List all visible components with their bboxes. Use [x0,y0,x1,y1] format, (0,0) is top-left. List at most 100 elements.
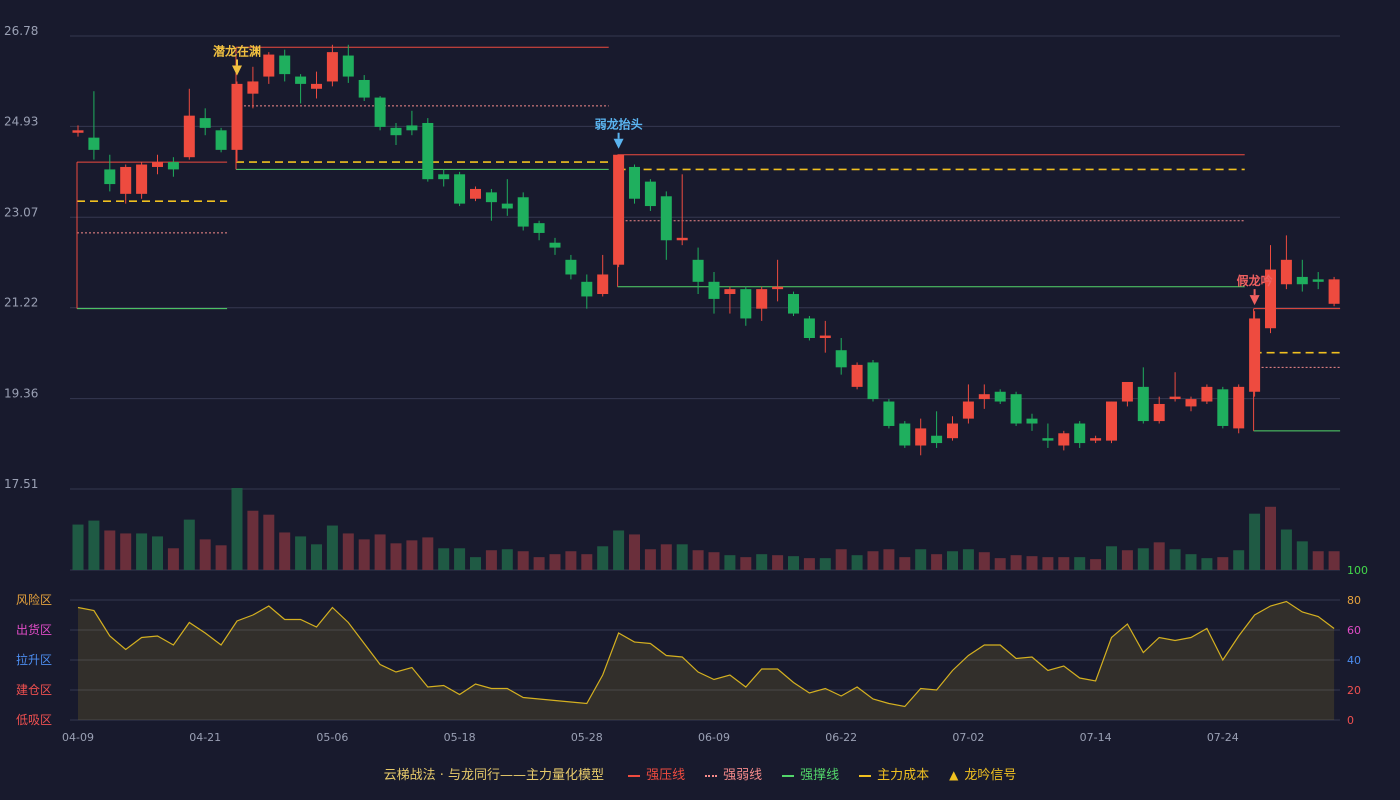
legend-marker-icon: ▲ [949,768,959,782]
candle-body [1058,433,1070,446]
date-tick-label: 07-02 [952,731,984,744]
volume-bar [756,554,768,570]
candle-body [1312,279,1324,282]
volume-bar [485,550,497,570]
date-tick-label: 06-22 [825,731,857,744]
candle-body [501,203,513,209]
candle-body [947,423,958,439]
volume-bar [549,554,561,570]
volume-bar [708,552,720,570]
volume-bar [1249,513,1261,570]
indicator-line [77,600,1335,708]
candle-body [803,318,815,338]
signal-label: 潜龙在渊 [213,43,261,58]
volume-bar [1265,506,1276,570]
date-tick-label: 04-21 [189,731,221,744]
volume-bar [263,514,275,570]
volume-bar [1217,557,1229,570]
legend-item: ▲ 龙吟信号 [949,764,1016,783]
candle-body [374,97,386,127]
candle-body [1265,269,1276,329]
volume-bar [438,548,450,570]
legend-label: 龙吟信号 [964,768,1017,783]
candle-body [485,192,497,203]
candle-body [597,274,609,295]
price-tick-label: 23.07 [4,205,38,219]
volume-bar [660,544,672,570]
volume-bar [883,549,895,570]
candle-body [772,286,784,290]
volume-bar [851,555,863,570]
volume-bar [1153,542,1165,570]
candle-body [978,394,990,400]
volume-bar [1010,555,1022,570]
date-axis: 04-09 04-21 05-06 05-18 05-28 06-09 06-22 07-02… [62,731,1239,744]
volume-bar [835,549,847,570]
volume-bar [692,550,704,570]
indicator-tick-label: 20 [1347,684,1361,697]
volume-bar [247,510,259,570]
signal-arrow-icon [232,65,242,76]
volume-bar [803,558,815,570]
candle-body [994,391,1006,402]
candle-body [692,259,704,282]
candle-body [1121,381,1133,402]
date-tick-label: 04-09 [62,731,94,744]
candle-body [215,130,227,150]
candle-body [1233,386,1245,429]
candle-body [867,362,879,400]
volume-bar [1106,546,1117,570]
indicator-tick-label: 100 [1347,564,1368,577]
legend-marker-icon [782,774,795,777]
volume-bar [788,556,799,570]
candle-body [342,55,354,77]
candle-body [1074,423,1086,444]
volume-bar [565,551,577,570]
candle-body [72,130,84,133]
legend-item: 强压线 [628,764,685,783]
volume-bar [215,545,227,570]
candle-body [740,289,752,319]
legend-marker-icon [628,774,641,777]
candle-body [1042,438,1054,441]
legend-marker-icon [859,774,872,777]
candle-body [183,115,195,158]
volume-bar [867,551,879,570]
volume-bar [501,549,513,570]
date-tick-label: 05-28 [571,731,603,744]
volume-bar [947,551,958,570]
legend: 云梯战法 · 与龙同行——主力量化模型 强压线 强弱线 强撑线 主力成本 ▲ 龙吟信号 [0,764,1400,783]
candle-body [247,81,259,94]
volume-bar [199,539,211,570]
volume-bar [72,524,84,570]
legend-item: 主力成本 [859,764,929,783]
zone-label: 风险区 [16,592,52,607]
volume-bar [1169,549,1181,570]
signal-arrow-icon [1249,295,1260,306]
candle-body [326,52,338,82]
candle-body [1090,438,1102,441]
volume-bar [1296,541,1308,570]
volume-bar [1137,548,1149,570]
candle-body [851,364,863,387]
volume-bar [978,552,990,570]
volume-bar [533,557,545,570]
candle-body [819,335,831,338]
volume-bar [358,539,370,570]
volume-bar [1233,550,1245,570]
volume-bar [581,554,593,570]
volume-bar [295,536,307,570]
volume-bar [342,533,354,570]
candle-body [629,166,640,199]
volume-bar [183,519,195,570]
candle-body [1106,401,1117,441]
candle-body [358,79,370,98]
price-tick-label: 17.51 [4,477,38,491]
candle-body [422,122,434,180]
candles [72,44,1340,456]
candle-body [708,281,720,299]
candle-body [1328,279,1340,304]
volume-bars [70,488,1340,571]
volume-bar [167,548,179,570]
